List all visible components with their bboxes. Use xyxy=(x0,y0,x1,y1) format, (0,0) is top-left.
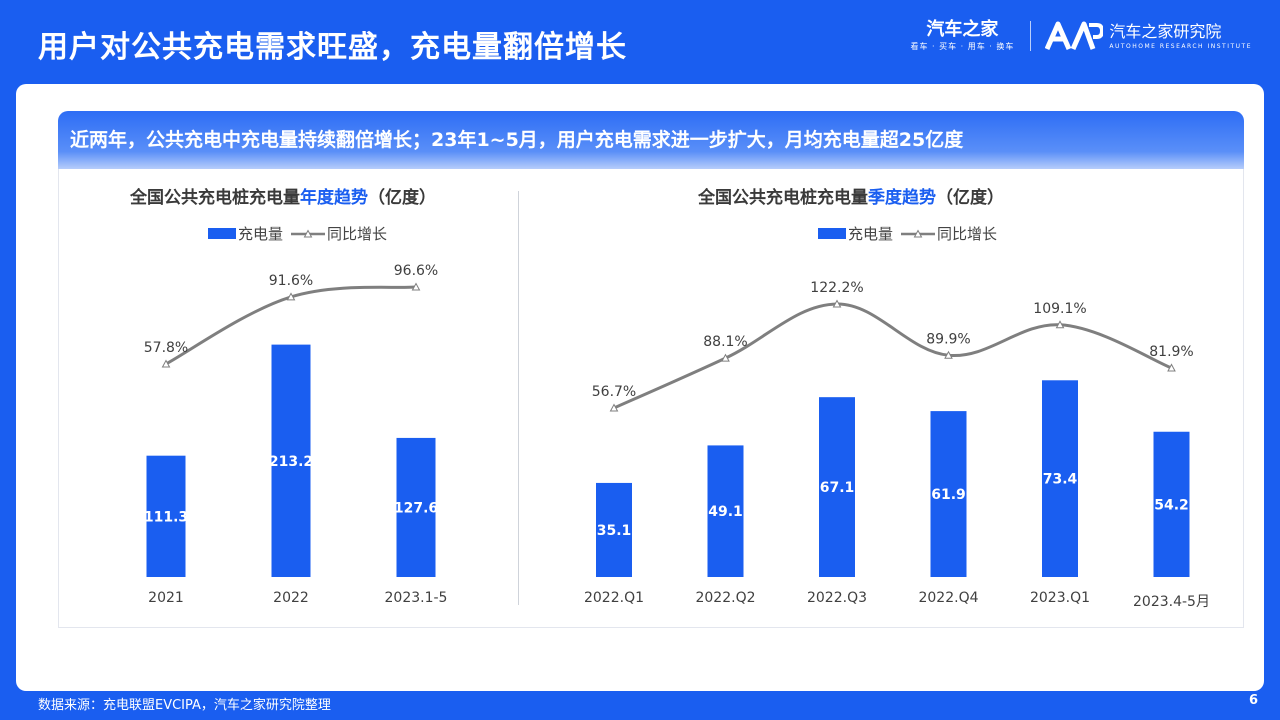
legend-line-label: 同比增长 xyxy=(327,225,388,243)
quarterly-title-main: 全国公共充电桩充电量 xyxy=(698,188,868,208)
legend-line-label: 同比增长 xyxy=(937,225,998,243)
legend-bar-label: 充电量 xyxy=(238,225,284,243)
category-label: 2023.1-5 xyxy=(385,590,448,606)
growth-value-label: 91.6% xyxy=(269,273,313,289)
bar-value-label: 67.1 xyxy=(820,480,855,496)
growth-value-label: 122.2% xyxy=(810,280,863,296)
bar xyxy=(396,437,436,577)
annual-title-highlight: 年度趋势 xyxy=(300,188,368,208)
headline-bar: 近两年，公共充电中充电量持续翻倍增长；23年1~5月，用户充电需求进一步扩大，月… xyxy=(58,111,1244,169)
page-number: 6 xyxy=(1248,693,1258,708)
growth-point xyxy=(1167,363,1176,372)
annual-legend: 充电量 同比增长 xyxy=(208,223,387,244)
chart-divider xyxy=(518,191,519,605)
quarterly-chart-title: 全国公共充电桩充电量季度趋势（亿度） xyxy=(698,183,1004,208)
chart-frame xyxy=(58,169,1244,628)
bar-value-label: 61.9 xyxy=(931,487,966,503)
growth-value-label: 57.8% xyxy=(144,340,188,356)
category-label: 2022.Q2 xyxy=(695,590,755,606)
growth-value-label: 109.1% xyxy=(1033,301,1086,317)
brand-block: 汽车之家 看车 · 买车 · 用车 · 换车 汽车之家研究院 AUTOHOME … xyxy=(910,16,1252,56)
bar xyxy=(271,344,311,577)
growth-value-label: 88.1% xyxy=(703,334,747,350)
category-label: 2022.Q1 xyxy=(584,590,644,606)
brand-autohome: 汽车之家 看车 · 买车 · 用车 · 换车 xyxy=(910,19,1014,53)
growth-point xyxy=(161,359,171,368)
bar xyxy=(146,455,186,577)
bar-value-label: 54.2 xyxy=(1154,497,1189,513)
research-logo-icon xyxy=(1045,21,1104,51)
growth-point xyxy=(721,353,730,362)
annual-title-main: 全国公共充电桩充电量 xyxy=(130,188,300,208)
bar-value-label: 35.1 xyxy=(597,523,632,539)
growth-value-label: 96.6% xyxy=(394,263,438,279)
category-label: 2022.Q3 xyxy=(807,590,867,606)
data-source: 数据来源：充电联盟EVCIPA，汽车之家研究院整理 xyxy=(38,698,331,713)
growth-value-label: 81.9% xyxy=(1149,344,1193,360)
legend-line-swatch xyxy=(291,228,326,237)
growth-point xyxy=(1055,320,1065,329)
bar xyxy=(596,482,632,577)
growth-point xyxy=(411,282,421,291)
annual-chart-title: 全国公共充电桩充电量年度趋势（亿度） xyxy=(130,183,436,208)
brand-name: 汽车之家 xyxy=(926,19,999,40)
growth-value-label: 89.9% xyxy=(926,331,970,347)
institute-name-en: AUTOHOME RESEARCH INSTITUTE xyxy=(1109,42,1252,50)
bar xyxy=(1153,431,1190,577)
category-label: 2021 xyxy=(148,590,184,606)
legend-bar-swatch xyxy=(818,228,846,239)
annual-title-unit: （亿度） xyxy=(368,188,436,208)
brand-institute: 汽车之家研究院 AUTOHOME RESEARCH INSTITUTE xyxy=(1045,21,1252,51)
category-label: 2023.Q1 xyxy=(1030,590,1090,606)
growth-line xyxy=(613,302,1173,410)
bar-value-label: 127.6 xyxy=(394,500,438,516)
bar xyxy=(819,397,855,577)
bar-value-label: 49.1 xyxy=(708,504,743,520)
category-label: 2023.4-5月 xyxy=(1133,594,1210,610)
quarterly-title-unit: （亿度） xyxy=(936,188,1004,208)
quarterly-title-highlight: 季度趋势 xyxy=(868,188,936,208)
growth-point xyxy=(286,292,296,301)
page-title: 用户对公共充电需求旺盛，充电量翻倍增长 xyxy=(38,30,627,65)
quarterly-legend: 充电量 同比增长 xyxy=(818,223,997,244)
legend-bar-swatch xyxy=(208,228,236,239)
growth-point xyxy=(944,350,953,359)
institute-name: 汽车之家研究院 xyxy=(1109,21,1222,41)
legend-bar-label: 充电量 xyxy=(848,225,894,243)
bar xyxy=(707,445,744,577)
bar-value-label: 111.3 xyxy=(144,509,188,525)
bar-value-label: 73.4 xyxy=(1043,472,1078,488)
category-label: 2022.Q4 xyxy=(918,590,978,606)
category-label: 2022 xyxy=(273,590,309,606)
bar xyxy=(1042,380,1078,577)
bar xyxy=(930,411,967,577)
brand-slogan: 看车 · 买车 · 用车 · 换车 xyxy=(910,42,1015,51)
growth-value-label: 56.7% xyxy=(592,384,636,400)
growth-point xyxy=(609,403,619,412)
bar-value-label: 213.2 xyxy=(269,454,313,470)
brand-divider xyxy=(1030,21,1032,51)
growth-point xyxy=(832,299,842,308)
legend-line-swatch xyxy=(901,228,936,237)
